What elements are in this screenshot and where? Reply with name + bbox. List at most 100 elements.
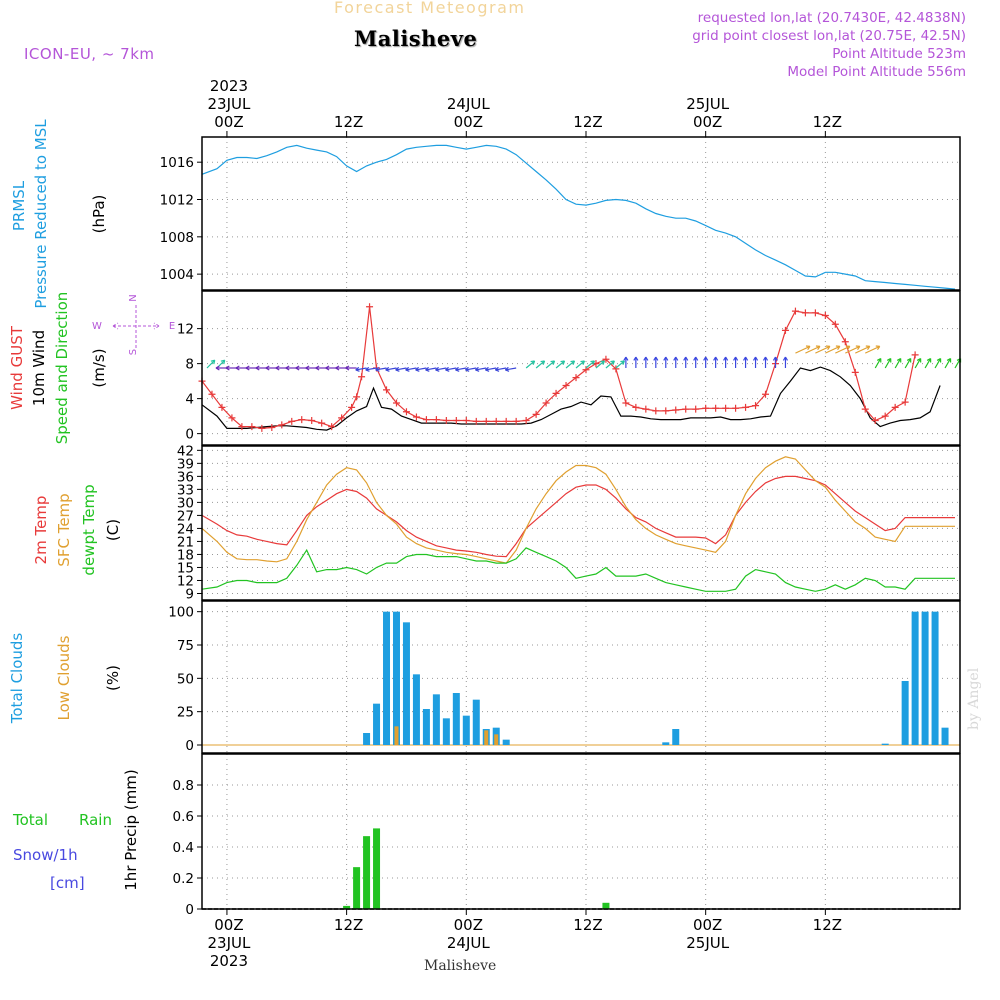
temp-line-sfc <box>201 456 955 564</box>
wind-direction-arrow <box>375 367 387 371</box>
wind-arrow-head <box>772 356 779 361</box>
gust-marker <box>702 404 710 412</box>
low-cloud-bar <box>394 726 399 745</box>
panel-frame-wind <box>201 290 961 446</box>
wind-arrow-head <box>620 360 625 365</box>
temp-line-dew <box>201 547 955 592</box>
time-label-top: 12Z <box>813 113 842 131</box>
wind-arrow-head <box>875 345 881 351</box>
gust-marker <box>622 399 630 407</box>
temp-unit: (C) <box>104 519 122 541</box>
gust-marker <box>298 416 306 424</box>
ytick-label-wind: 8 <box>185 357 194 373</box>
gust-marker <box>522 417 530 424</box>
total-cloud-bar <box>442 718 450 745</box>
ytick-label-temperature: 24 <box>177 521 194 537</box>
gust-marker <box>392 399 400 407</box>
total-cloud-bar <box>911 611 919 745</box>
gust-marker <box>602 355 610 363</box>
wind-arrow-head <box>445 366 450 372</box>
gust-marker <box>712 404 720 412</box>
total-cloud-bar <box>672 729 680 745</box>
wind-arrow-head <box>623 356 629 361</box>
ytick-label-clouds: 50 <box>177 671 194 687</box>
total-cloud-bar <box>662 742 670 745</box>
total-clouds-label: Total Clouds <box>8 633 26 725</box>
panel-frame-temperature <box>201 445 961 601</box>
wind-direction-arrow <box>365 367 377 371</box>
compass-w: W <box>92 321 102 332</box>
date-label-top: 24JUL <box>447 95 490 113</box>
wind-arrow-head <box>580 360 586 365</box>
wind-10m-label: 10m Wind <box>30 330 48 406</box>
wind-direction-arrow <box>874 358 882 369</box>
wind-direction-arrow <box>535 360 545 369</box>
wind-arrow-head <box>504 366 510 372</box>
gust-marker <box>228 414 236 422</box>
ytick-label-temperature: 12 <box>177 573 194 589</box>
wind-arrow-head <box>906 357 912 363</box>
clouds-unit: (%) <box>104 665 122 691</box>
chart-title: Forecast Meteogram <box>334 0 526 17</box>
wind-arrow-head <box>530 360 536 365</box>
total-cloud-bar <box>383 611 391 745</box>
time-label-top: 00Z <box>214 113 243 131</box>
date-label-bottom: 24JUL <box>447 934 490 952</box>
total-cloud-bar <box>373 703 381 745</box>
requested-coords: requested lon,lat (20.7430E, 42.4838N) <box>697 10 966 26</box>
panel-frame-pressure <box>201 136 961 291</box>
gust-marker <box>871 417 879 424</box>
wind-arrow-head <box>560 360 566 365</box>
precip-total-label: Total <box>12 811 48 829</box>
gust-marker <box>208 390 216 398</box>
wind-direction-arrow <box>485 367 497 371</box>
gust-marker <box>542 399 550 407</box>
date-label-bottom: 23JUL <box>208 934 251 952</box>
wind-arrow-head <box>713 356 719 361</box>
total-cloud-bar <box>881 743 889 745</box>
wind-arrow-head <box>673 356 679 361</box>
gust-marker <box>238 423 246 431</box>
wind-direction-arrow <box>405 367 417 371</box>
wind-arrow-head <box>210 359 216 365</box>
wind-arrow-head <box>375 366 380 372</box>
ytick-label-clouds: 100 <box>168 605 194 621</box>
ytick-label-wind: 0 <box>185 427 194 443</box>
gust-marker <box>831 320 839 328</box>
wind-arrow-head <box>865 345 871 351</box>
wind-direction-arrow <box>884 358 892 369</box>
gust-marker <box>732 404 740 412</box>
total-cloud-bar <box>502 739 510 745</box>
total-cloud-bar <box>363 733 371 745</box>
wind-direction-arrow <box>894 358 902 369</box>
gust-marker <box>652 407 660 415</box>
low-clouds-label: Low Clouds <box>55 635 73 720</box>
date-label-top: 25JUL <box>686 95 729 113</box>
wind-arrow-head <box>295 365 300 371</box>
gust-marker <box>338 414 346 422</box>
gust-marker <box>353 393 361 401</box>
ytick-label-temperature: 21 <box>177 534 194 550</box>
wind-arrow-head <box>395 366 400 372</box>
ytick-label-wind: 4 <box>185 392 194 408</box>
gust-marker <box>383 386 391 394</box>
ytick-label-pressure: 1012 <box>160 193 194 209</box>
time-label-top: 00Z <box>454 113 483 131</box>
compass-e: E <box>169 321 175 332</box>
time-label-bottom: 00Z <box>693 916 722 934</box>
ytick-label-precip: 0.6 <box>173 809 194 825</box>
wind-direction-arrow <box>505 367 517 371</box>
total-cloud-bar <box>472 699 480 745</box>
ytick-label-pressure: 1004 <box>160 267 194 283</box>
gust-marker <box>278 421 286 429</box>
gust-marker <box>632 403 640 411</box>
wind-direction-label: Speed and Direction <box>53 292 71 445</box>
ytick-label-temperature: 27 <box>177 508 194 524</box>
wind-arrow-head <box>215 365 220 371</box>
wind-arrow-head <box>275 365 280 371</box>
gust-marker <box>472 417 480 425</box>
ytick-label-precip: 0 <box>185 902 194 918</box>
time-label-bottom: 12Z <box>573 916 602 934</box>
wind-direction-arrow <box>465 367 477 371</box>
wind-arrow-head <box>845 345 851 351</box>
